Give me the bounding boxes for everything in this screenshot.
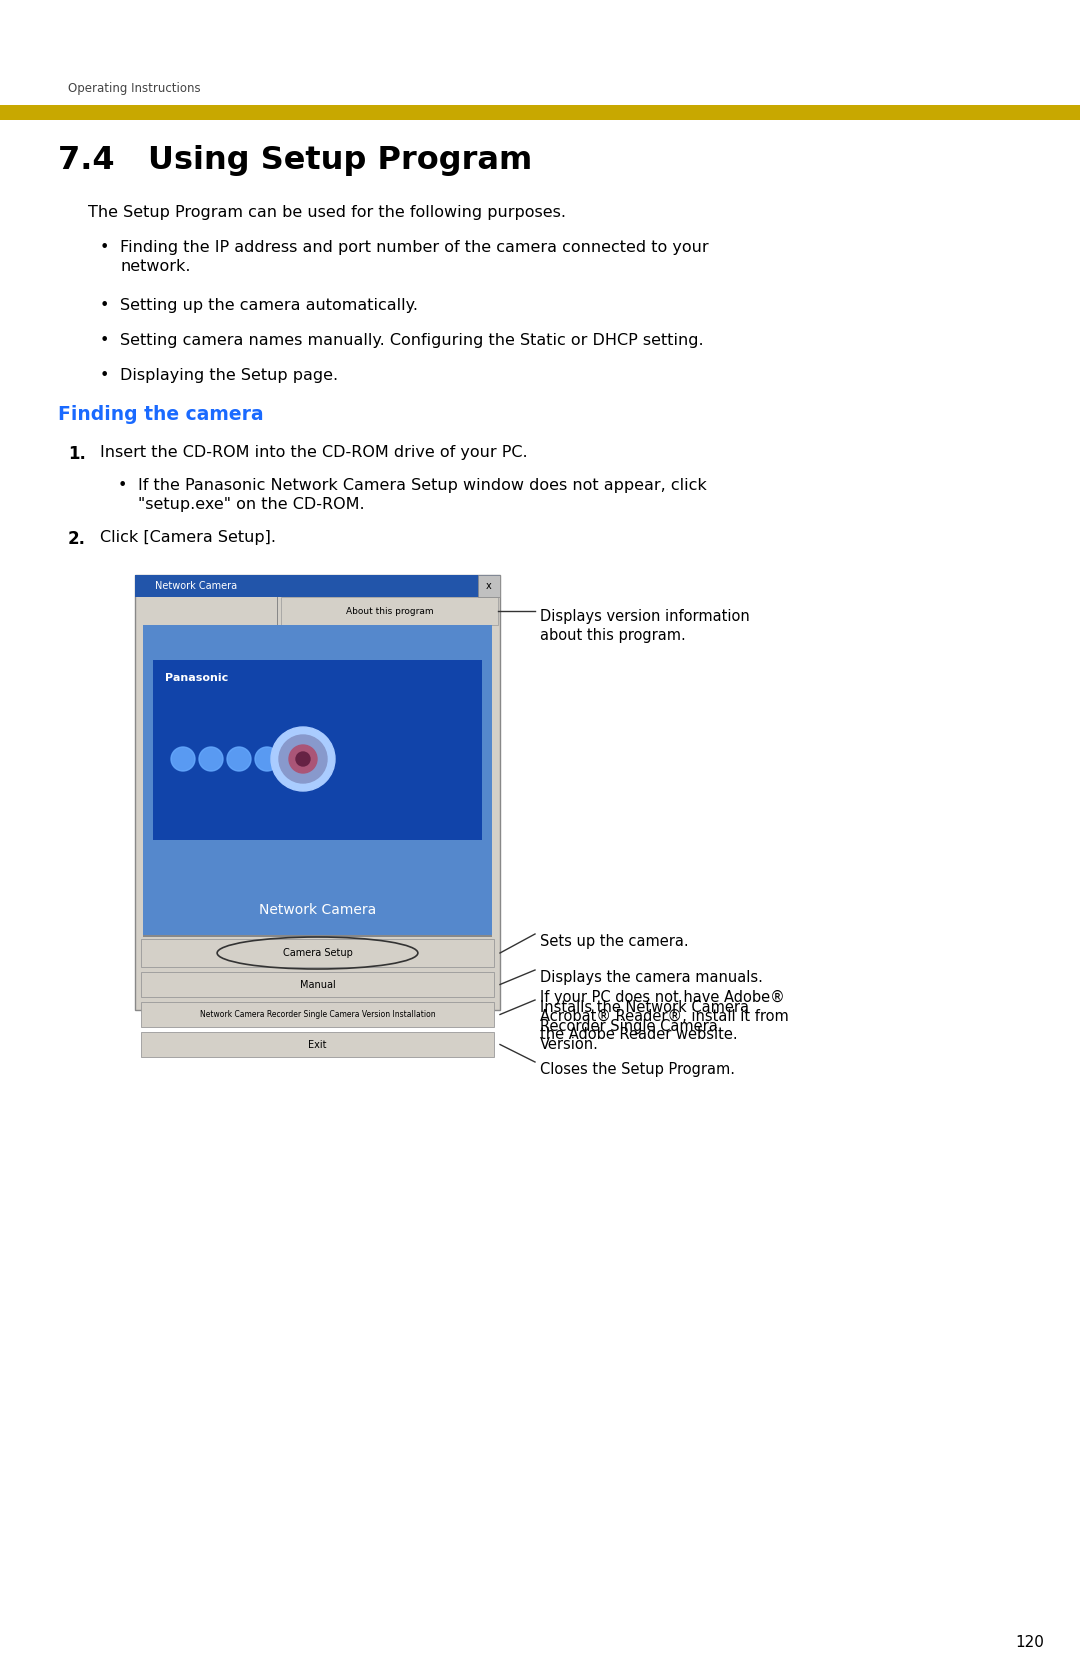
Text: Network Camera: Network Camera	[259, 903, 376, 916]
Text: Network Camera: Network Camera	[156, 581, 238, 591]
Text: Operating Instructions: Operating Instructions	[68, 82, 201, 95]
Text: x: x	[486, 581, 491, 591]
Text: Finding the IP address and port number of the camera connected to your
network.: Finding the IP address and port number o…	[120, 240, 708, 274]
Bar	[141, 1031, 494, 1056]
Bar	[141, 1001, 494, 1026]
Text: •: •	[118, 477, 127, 492]
Text: 2.: 2.	[68, 531, 86, 547]
Text: If your PC does not have Adobe®
Acrobat® Reader®, install it from
the Adobe Read: If your PC does not have Adobe® Acrobat®…	[540, 990, 788, 1041]
Text: •: •	[100, 299, 109, 314]
Circle shape	[227, 748, 251, 771]
Text: 7.4   Using Setup Program: 7.4 Using Setup Program	[58, 145, 532, 175]
Text: 120: 120	[1015, 1636, 1044, 1651]
Text: •: •	[100, 240, 109, 255]
Circle shape	[271, 728, 335, 791]
Bar	[135, 576, 500, 1010]
Bar	[143, 624, 492, 935]
Text: Setting up the camera automatically.: Setting up the camera automatically.	[120, 299, 418, 314]
Text: About this program: About this program	[346, 606, 433, 616]
Text: The Setup Program can be used for the following purposes.: The Setup Program can be used for the fo…	[87, 205, 566, 220]
Circle shape	[199, 748, 222, 771]
Text: Manual: Manual	[299, 980, 336, 990]
Bar	[135, 576, 500, 598]
Circle shape	[255, 748, 279, 771]
Text: Displaying the Setup page.: Displaying the Setup page.	[120, 367, 338, 382]
Text: Displays the camera manuals.: Displays the camera manuals.	[540, 970, 762, 985]
Text: Panasonic: Panasonic	[165, 673, 228, 683]
Text: Click [Camera Setup].: Click [Camera Setup].	[100, 531, 276, 546]
Text: Installs the Network Camera
Recorder Single Camera
Version.: Installs the Network Camera Recorder Sin…	[540, 1000, 750, 1051]
Circle shape	[171, 748, 195, 771]
Text: •: •	[100, 334, 109, 349]
Text: Setting camera names manually. Configuring the Static or DHCP setting.: Setting camera names manually. Configuri…	[120, 334, 704, 349]
Text: Sets up the camera.: Sets up the camera.	[540, 935, 689, 950]
Circle shape	[289, 744, 318, 773]
Text: Finding the camera: Finding the camera	[58, 406, 264, 424]
Text: Displays version information
about this program.: Displays version information about this …	[540, 609, 750, 643]
Bar	[281, 598, 498, 624]
Text: Network Camera Recorder Single Camera Version Installation: Network Camera Recorder Single Camera Ve…	[200, 1010, 435, 1020]
Bar	[141, 971, 494, 996]
Bar	[141, 940, 494, 966]
Bar	[143, 935, 492, 936]
Circle shape	[296, 753, 310, 766]
Bar	[0, 105, 1080, 120]
Circle shape	[279, 734, 327, 783]
Text: Exit: Exit	[308, 1040, 327, 1050]
Text: Camera Setup: Camera Setup	[283, 948, 352, 958]
Bar	[153, 659, 482, 840]
Text: 1.: 1.	[68, 446, 86, 462]
Bar	[478, 576, 500, 598]
Text: •: •	[100, 367, 109, 382]
Text: Closes the Setup Program.: Closes the Setup Program.	[540, 1061, 735, 1077]
Text: Insert the CD-ROM into the CD-ROM drive of your PC.: Insert the CD-ROM into the CD-ROM drive …	[100, 446, 528, 461]
Text: If the Panasonic Network Camera Setup window does not appear, click
"setup.exe" : If the Panasonic Network Camera Setup wi…	[138, 477, 706, 512]
